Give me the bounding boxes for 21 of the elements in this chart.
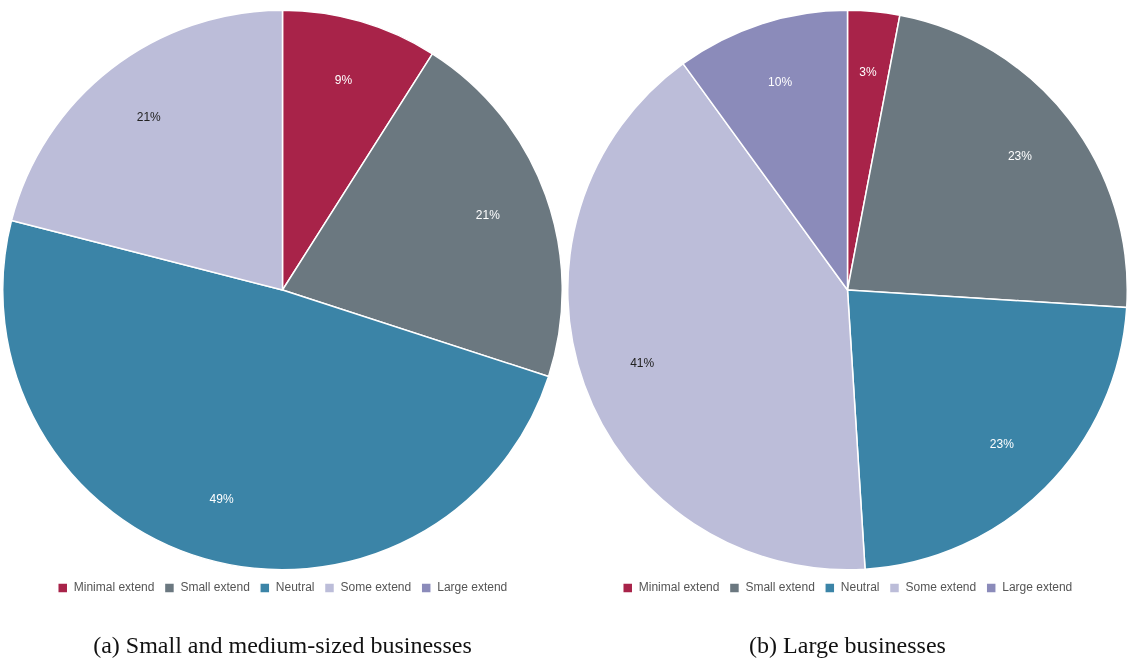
legend-label: Some extend [340,580,412,595]
legend-label: Neutral [840,580,880,595]
legend-label: Minimal extend [638,580,720,595]
data-label: 21% [475,208,501,223]
data-label: 23% [989,436,1015,451]
legend-label: Large extend [1002,580,1073,595]
legend-label: Small extend [180,580,250,595]
text: (a) Small and medium-sized businesses [93,632,472,659]
data-label: 10% [768,74,793,89]
data-label: 49% [209,491,234,506]
legend-label: Small extend [745,580,815,595]
text: (b) Large businesses [749,632,946,659]
data-label: 41% [630,356,655,371]
data-label: 9% [334,72,353,87]
legend-label: Large extend [437,580,508,595]
legend-label: Some extend [905,580,977,595]
legend-label: Neutral [275,580,315,595]
data-label: 3% [859,65,878,80]
legend-label: Minimal extend [73,580,155,595]
data-label: 23% [1007,148,1033,163]
data-label: 21% [136,109,162,124]
